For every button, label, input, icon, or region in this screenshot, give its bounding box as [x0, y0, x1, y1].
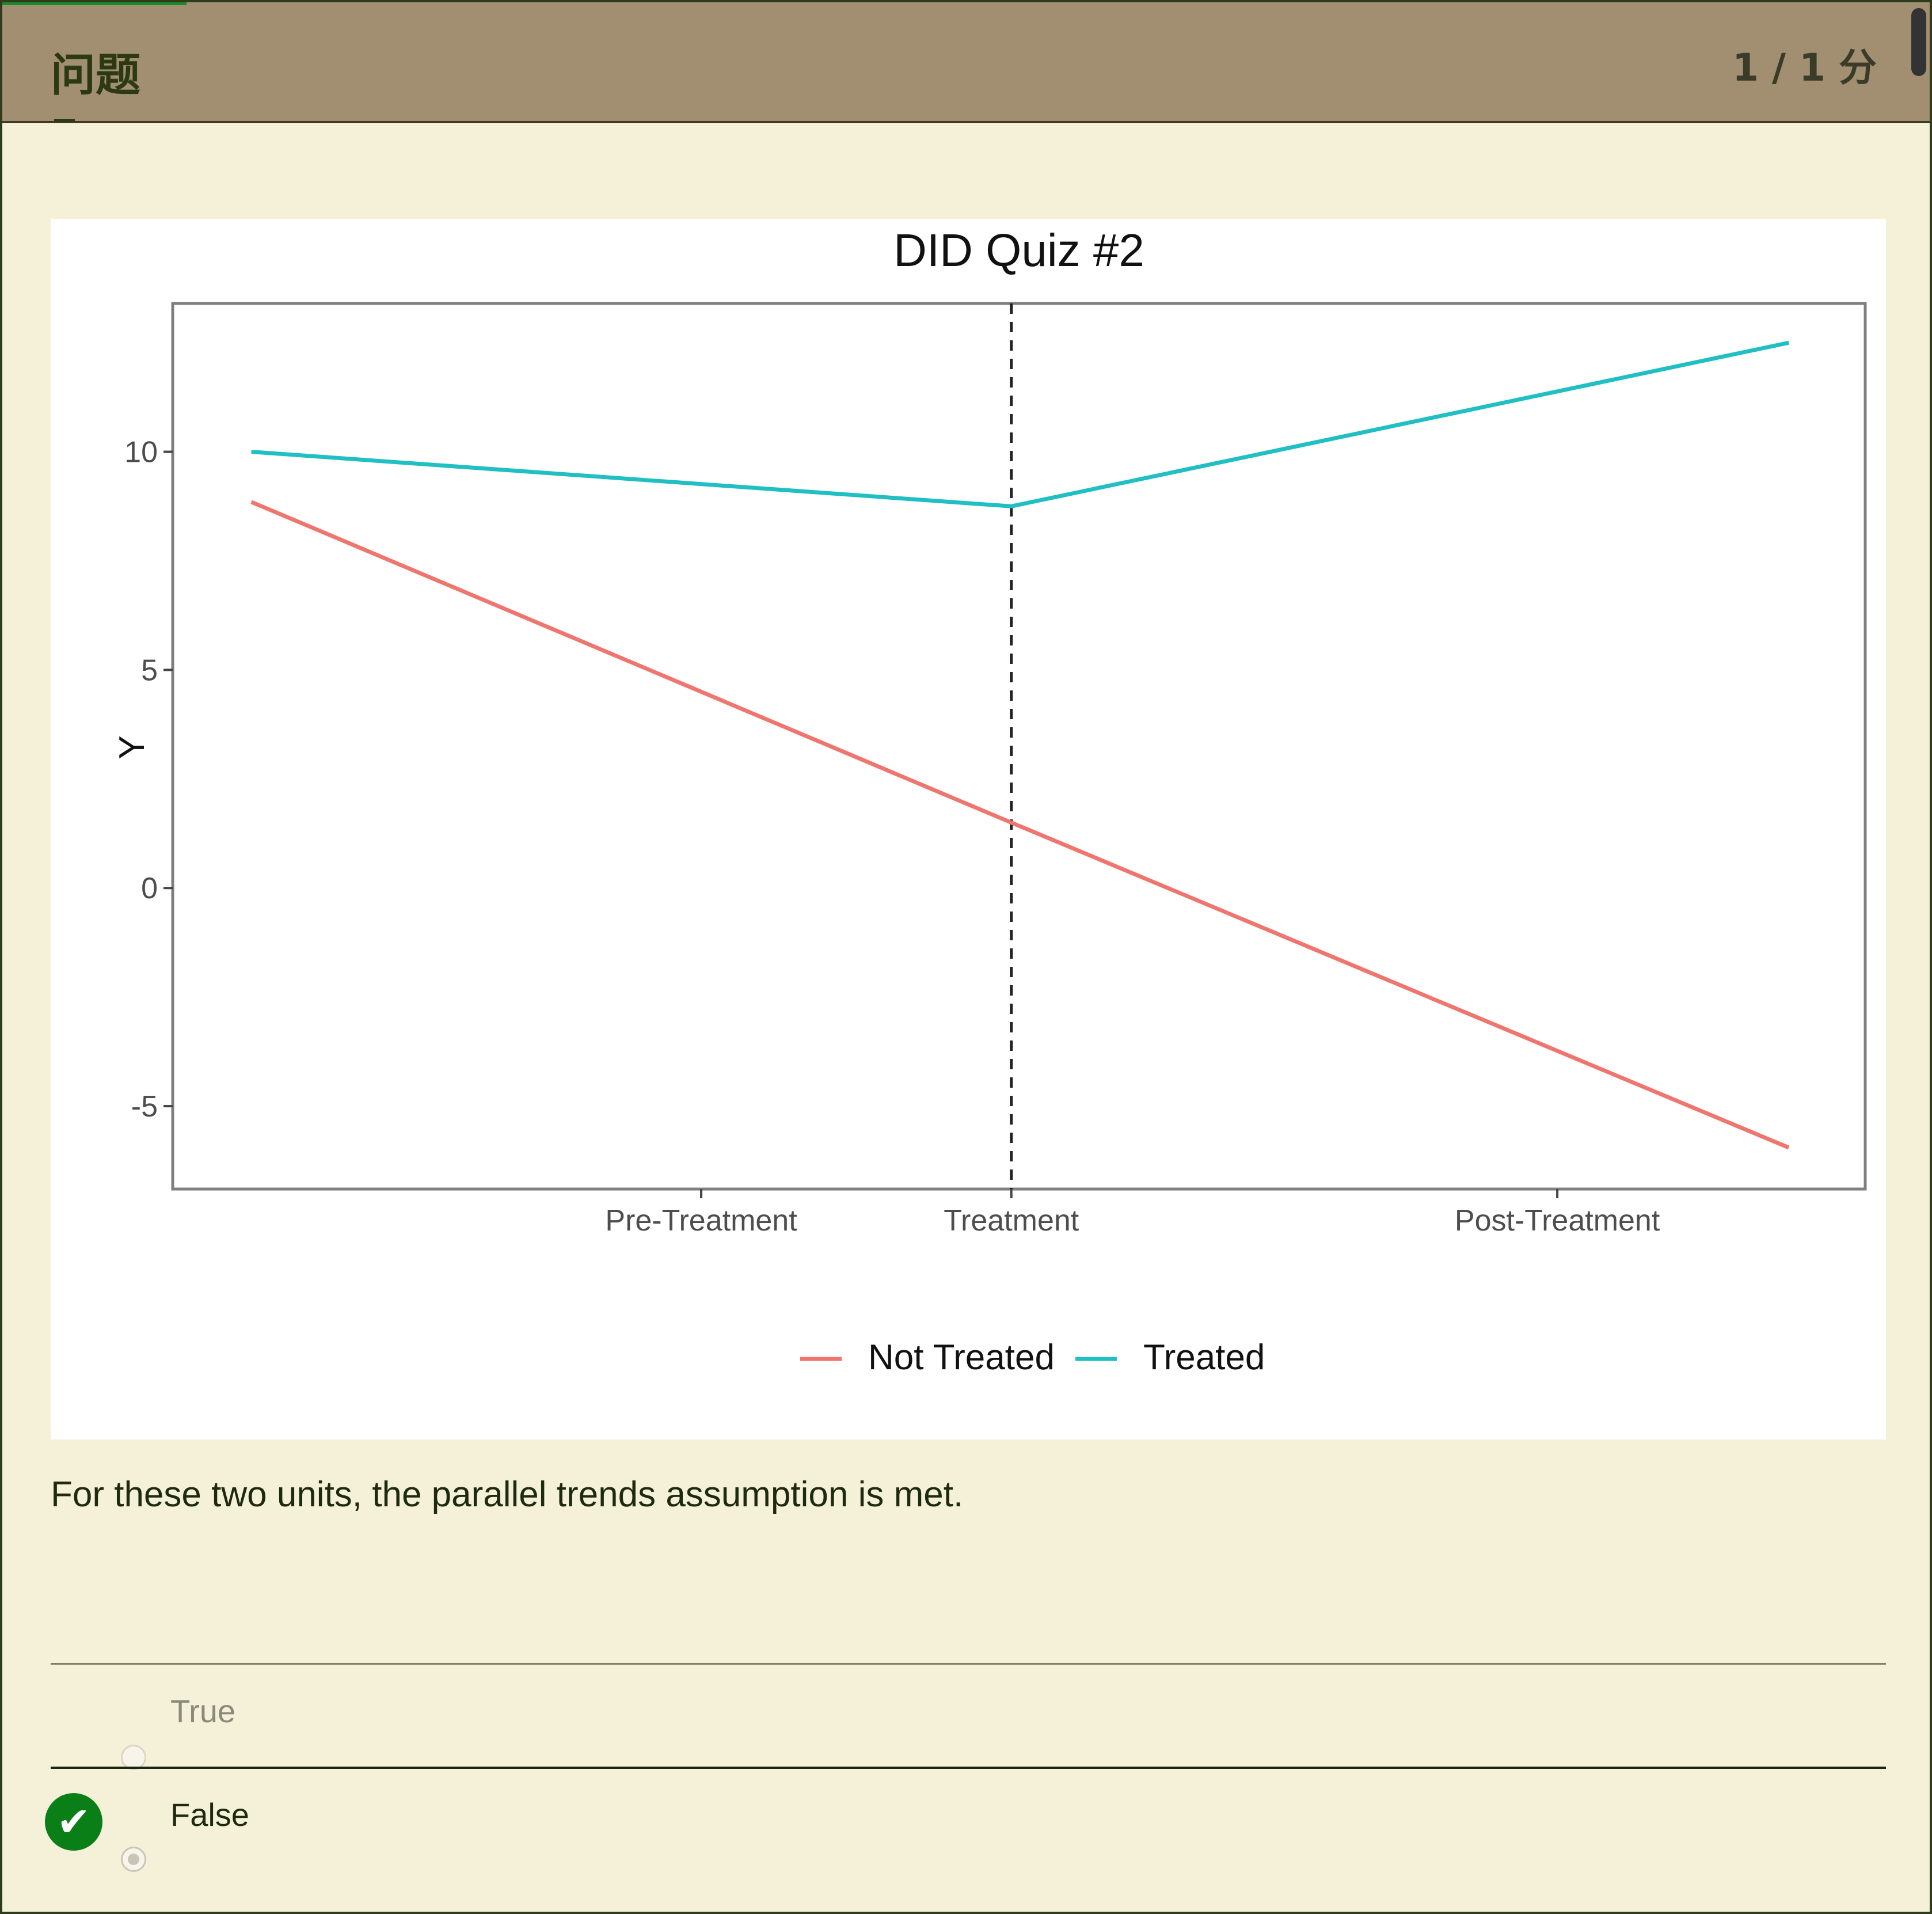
series-line-not-treated	[250, 500, 1790, 1150]
scrollbar-thumb[interactable]	[1911, 8, 1926, 76]
plot-panel-border	[171, 302, 1867, 1191]
x-tick-label: Post-Treatment	[1455, 1204, 1660, 1237]
y-tick-label: 5	[141, 654, 158, 687]
option-true-label[interactable]: True	[170, 1693, 236, 1729]
legend-label: Not Treated	[868, 1338, 1055, 1377]
option-true-radio[interactable]	[121, 1745, 146, 1770]
option-false-radio[interactable]	[121, 1847, 146, 1872]
header-progress-bar	[2, 2, 187, 5]
series-line-treated	[251, 340, 1789, 508]
option-divider	[51, 1767, 1886, 1769]
y-tick-label: -5	[131, 1090, 158, 1123]
y-tick-label: 0	[141, 872, 158, 905]
option-false-label[interactable]: False	[170, 1797, 249, 1833]
did-chart-image: DID Quiz #2 10 5 0 -5 Pre-Treatment Treatmen…	[51, 219, 1886, 1440]
x-tick-label: Pre-Treatment	[605, 1204, 797, 1237]
question-title: 问题	[51, 50, 141, 101]
chart-title: DID Quiz #2	[893, 225, 1144, 276]
check-icon: ✔	[45, 1793, 102, 1851]
chart-legend: Not Treated Treated	[800, 1338, 1265, 1377]
radio-selected-dot	[128, 1854, 139, 1865]
question-prompt: For these two units, the parallel trends…	[51, 1475, 964, 1514]
x-tick-label: Treatment	[944, 1204, 1079, 1237]
legend-label: Treated	[1143, 1338, 1265, 1377]
option-divider	[51, 1663, 1886, 1665]
question-header: 问题 1 / 1 分	[2, 2, 1930, 123]
y-axis-label: Y	[112, 735, 152, 759]
y-tick-label: 10	[124, 436, 158, 469]
score-label: 1 / 1 分	[1732, 45, 1877, 90]
did-chart: DID Quiz #2 10 5 0 -5 Pre-Treatment Treatmen…	[112, 225, 1867, 1377]
title-underline	[54, 119, 75, 121]
